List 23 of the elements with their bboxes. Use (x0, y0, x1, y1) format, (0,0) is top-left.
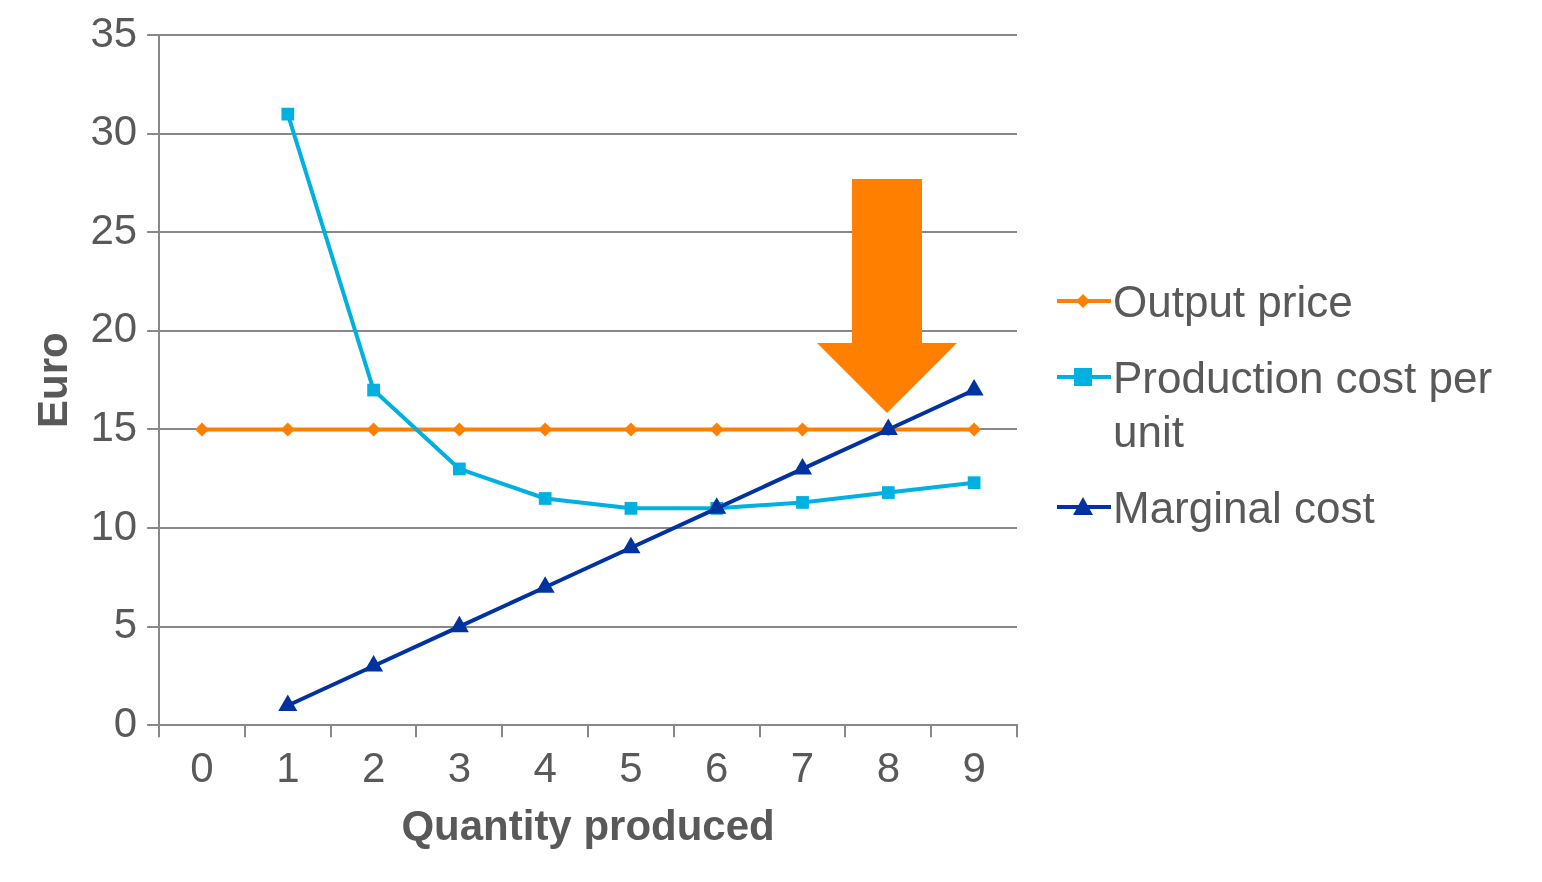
x-axis-title: Quantity produced (401, 802, 775, 850)
x-tick-label: 5 (619, 743, 643, 791)
x-tick-label: 0 (190, 743, 214, 791)
y-tick-label: 25 (90, 205, 138, 253)
y-tick-label: 30 (90, 107, 138, 155)
y-tick-label: 15 (90, 403, 138, 451)
x-tick-label: 2 (361, 743, 386, 791)
x-tick-label: 9 (962, 743, 986, 791)
x-tick-label: 6 (705, 743, 729, 791)
y-tick-label: 35 (90, 8, 138, 56)
y-tick-label: 20 (90, 304, 138, 352)
legend-label: Production cost per unit (1113, 352, 1494, 458)
x-tick-label: 1 (276, 743, 300, 791)
legend-label: Marginal cost (1113, 482, 1375, 534)
legend-label: Output price (1113, 276, 1353, 328)
x-tick-label: 8 (876, 743, 900, 791)
y-tick-label: 5 (113, 600, 138, 648)
x-tick-label: 4 (533, 743, 557, 791)
y-tick-label: 0 (113, 698, 138, 746)
y-tick-label: 10 (90, 501, 138, 549)
x-tick-label: 7 (790, 743, 815, 791)
y-axis-title: Euro (28, 332, 76, 429)
x-tick-label: 3 (447, 743, 472, 791)
